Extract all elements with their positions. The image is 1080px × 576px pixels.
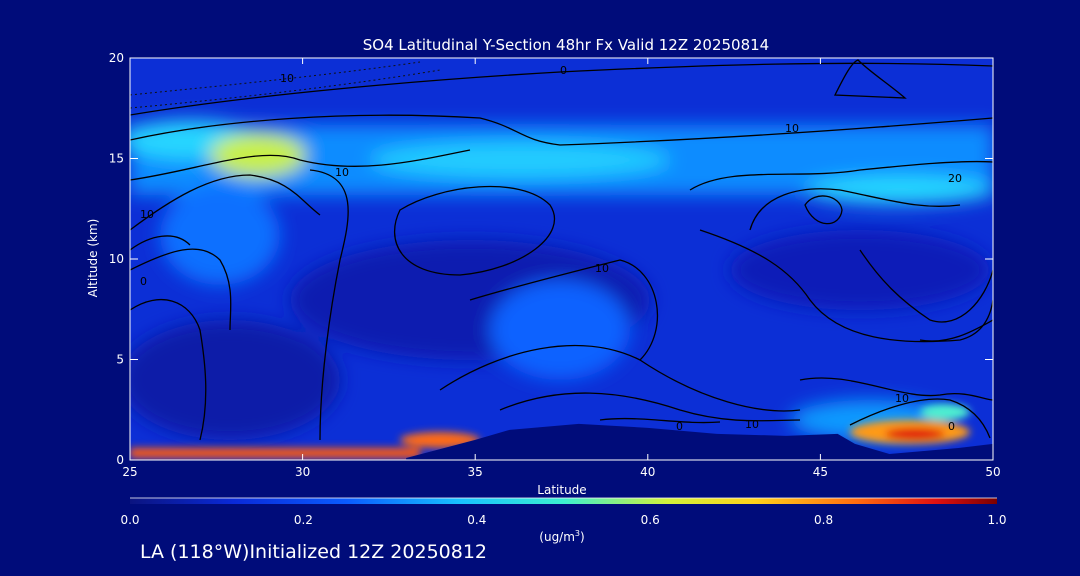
dotted-contour-line bbox=[130, 69, 441, 109]
contour-label: 20 bbox=[948, 172, 962, 185]
colorbar-tick-label: 0.2 bbox=[294, 513, 313, 527]
terrain-mask bbox=[406, 423, 993, 460]
contour-line bbox=[919, 319, 993, 342]
contour-lines bbox=[130, 59, 993, 441]
y-tick-label: 0 bbox=[116, 453, 124, 467]
unit-close: ) bbox=[580, 530, 585, 544]
contour-label: 0 bbox=[948, 420, 955, 433]
contour-line bbox=[499, 392, 801, 422]
surface-strip-left bbox=[130, 448, 420, 458]
y-tick-label: 20 bbox=[109, 51, 124, 65]
x-tick-label: 45 bbox=[813, 465, 828, 479]
contour-label: 0 bbox=[560, 64, 567, 77]
contour-label: 10 bbox=[335, 166, 349, 179]
contour-line bbox=[130, 235, 191, 251]
unit-sup: 3 bbox=[575, 529, 580, 538]
contour-line bbox=[439, 344, 801, 412]
colorbar-tick-label: 1.0 bbox=[987, 513, 1006, 527]
left-column bbox=[160, 185, 280, 285]
contour-line bbox=[749, 188, 961, 231]
contour-line bbox=[130, 248, 232, 331]
mid-column bbox=[490, 280, 630, 380]
contour-label: 10 bbox=[595, 262, 609, 275]
y-axis-label: Altitude (km) bbox=[86, 219, 100, 298]
y-axis: 0 5 10 15 20 bbox=[109, 51, 993, 467]
degree-symbol: ° bbox=[213, 541, 224, 563]
contour-label: 10 bbox=[280, 72, 294, 85]
colorbar-tick-label: 0.8 bbox=[814, 513, 833, 527]
x-tick-label: 40 bbox=[640, 465, 655, 479]
contour-line bbox=[689, 160, 993, 191]
dotted-contours bbox=[130, 61, 441, 109]
contour-label: 10 bbox=[785, 122, 799, 135]
contour-line bbox=[599, 417, 721, 424]
contour-label: 0 bbox=[140, 275, 147, 288]
contour-line bbox=[130, 62, 993, 116]
low-region-right bbox=[730, 230, 990, 310]
contour-line bbox=[130, 149, 471, 181]
footer-suffix: W)Initialized 12Z 20250812 bbox=[223, 541, 488, 563]
colorbar-tick-label: 0.0 bbox=[120, 513, 139, 527]
right-cyan-blob bbox=[920, 404, 970, 420]
contour-line bbox=[130, 174, 321, 231]
upper-max-blob bbox=[210, 133, 306, 177]
contour-line bbox=[833, 59, 907, 99]
x-tick-label: 25 bbox=[122, 465, 137, 479]
upper-right-blob bbox=[805, 176, 993, 204]
contour-line bbox=[859, 249, 993, 323]
surface-max-right bbox=[885, 428, 945, 440]
footer-info: LA (118°W)Initialized 12Z 20250812 bbox=[140, 541, 487, 563]
colorbar-ticks: 0.0 0.2 0.4 0.6 0.8 1.0 bbox=[120, 513, 1006, 527]
y-tick-label: 15 bbox=[109, 152, 124, 166]
x-axis-label: Latitude bbox=[537, 483, 586, 497]
contour-label-group: 10 0 10 10 20 10 10 0 10 0 0 10 bbox=[140, 64, 962, 433]
contour-line bbox=[309, 169, 349, 441]
contour-line bbox=[804, 195, 843, 225]
x-tick-label: 50 bbox=[985, 465, 1000, 479]
contour-label: 10 bbox=[745, 418, 759, 431]
contour-label: 0 bbox=[676, 420, 683, 433]
x-axis: 25 30 35 40 45 50 bbox=[122, 58, 1001, 479]
unit-label: (ug/m bbox=[539, 530, 575, 544]
y-tick-label: 5 bbox=[116, 353, 124, 367]
footer-prefix: LA (118 bbox=[140, 541, 214, 563]
low-region-left bbox=[130, 320, 340, 440]
contour-label: 10 bbox=[140, 208, 154, 221]
dotted-contour-line bbox=[130, 61, 421, 96]
contour-label: 10 bbox=[895, 392, 909, 405]
colorbar-unit: (ug/m3) bbox=[539, 529, 584, 544]
contour-line bbox=[799, 377, 993, 401]
x-tick-label: 30 bbox=[295, 465, 310, 479]
contour-line bbox=[393, 185, 556, 276]
colorbar-tick-label: 0.6 bbox=[641, 513, 660, 527]
contour-line bbox=[849, 398, 991, 439]
colorbar bbox=[130, 498, 997, 504]
concentration-field: 10 0 10 10 20 10 10 0 10 0 0 10 bbox=[130, 58, 993, 460]
contour-line bbox=[469, 259, 659, 361]
chart-title: SO4 Latitudinal Y-Section 48hr Fx Valid … bbox=[363, 36, 769, 54]
contour-line bbox=[699, 229, 993, 343]
contour-line bbox=[130, 299, 207, 441]
contour-line bbox=[130, 114, 993, 146]
x-tick-label: 35 bbox=[468, 465, 483, 479]
colorbar-tick-label: 0.4 bbox=[467, 513, 486, 527]
upper-mid-blob bbox=[370, 142, 670, 178]
y-tick-label: 10 bbox=[109, 252, 124, 266]
